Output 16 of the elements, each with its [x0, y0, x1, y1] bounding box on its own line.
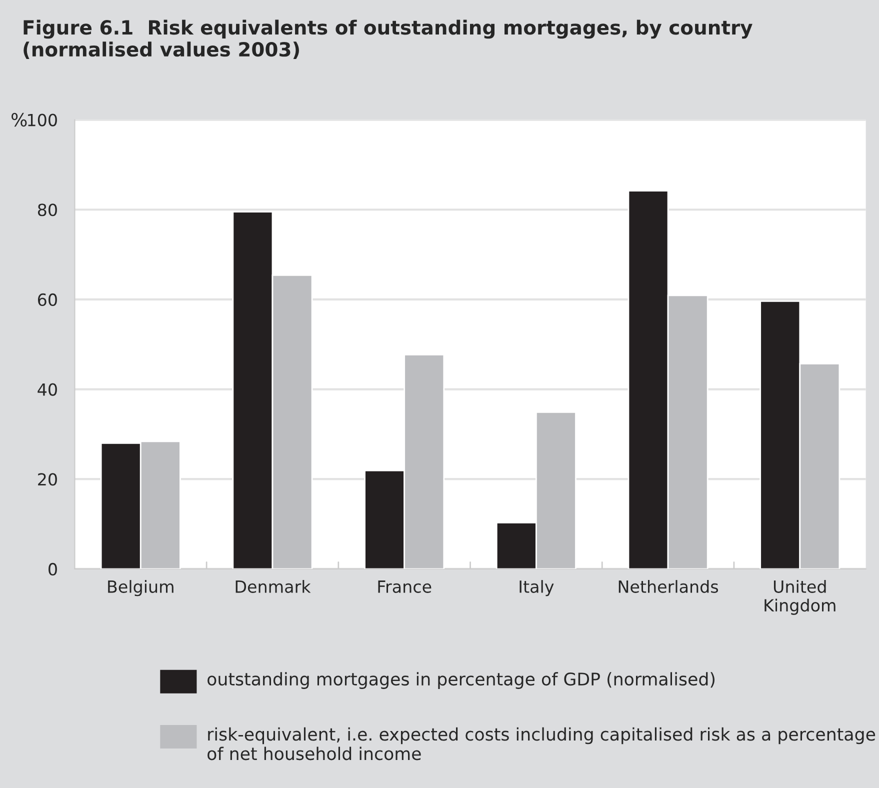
y-tick-label: 100	[28, 114, 57, 126]
chart-title: Figure 6.1 Risk equivalents of outstanding mortgages, by country (normalised values 2003)	[24, 20, 752, 59]
x-tick-label: United Kingdom	[764, 580, 836, 615]
x-tick-label: Denmark	[236, 580, 311, 593]
y-axis-title: %	[12, 112, 27, 127]
legend-label: outstanding mortgages in percentage of GDP (normalised)	[208, 672, 714, 689]
legend-label: risk-equivalent, i.e. expected costs including capitalised risk as a percentage of net household income	[208, 727, 876, 760]
x-tick-label: France	[378, 580, 432, 593]
y-tick-label: 20	[38, 473, 57, 486]
y-tick-label: 40	[38, 383, 57, 396]
x-tick-label: Italy	[520, 580, 554, 596]
x-tick-label: Belgium	[108, 580, 174, 596]
y-tick-label: 80	[38, 204, 57, 216]
y-tick-label: 0	[48, 562, 57, 576]
x-tick-label: Netherlands	[618, 580, 718, 593]
y-tick-label: 60	[38, 293, 57, 306]
